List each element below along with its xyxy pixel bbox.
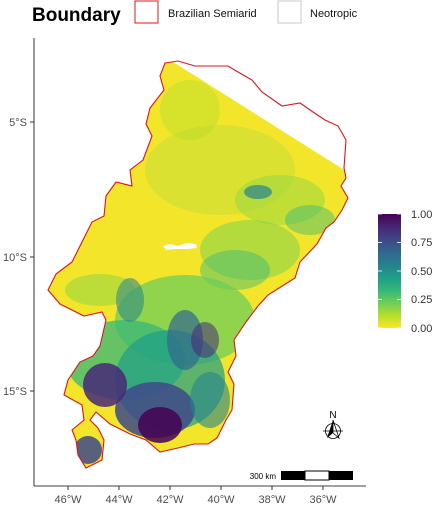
axes: 5°S 10°S 15°S 46°W 44°W 42°W 40°W 38°W 3… [3, 38, 366, 506]
colorbar-label-075: 0.75 [411, 237, 432, 249]
legend: Boundary Brazilian Semiarid Neotropic [32, 0, 358, 26]
north-arrow-icon: N [323, 410, 343, 440]
y-tick-label-15s: 15°S [3, 386, 27, 398]
colorbar: 1.00 0.75 0.50 0.25 0.00 [378, 209, 432, 335]
scale-bar: 300 km [250, 470, 353, 481]
scale-bar-label: 300 km [250, 472, 277, 481]
colorbar-label-100: 1.00 [411, 209, 432, 221]
x-tick-label-38w: 38°W [258, 494, 286, 506]
semiarid-boundary [47, 60, 349, 469]
legend-swatch-neotropic [277, 0, 302, 24]
y-tick-label-10s: 10°S [3, 252, 27, 264]
colorbar-label-025: 0.25 [411, 294, 432, 306]
legend-title: Boundary [32, 5, 121, 26]
x-tick-label-40w: 40°W [207, 494, 235, 506]
legend-label-neotropic: Neotropic [310, 8, 358, 20]
colorbar-ramp [378, 214, 401, 328]
semiarid-raster [48, 61, 348, 468]
x-tick-label-36w: 36°W [309, 494, 337, 506]
legend-swatch-semiarid [134, 0, 159, 24]
x-tick-label-42w: 42°W [156, 494, 184, 506]
legend-label-semiarid: Brazilian Semiarid [168, 8, 257, 20]
colorbar-label-000: 0.00 [411, 323, 432, 335]
north-arrow-label: N [329, 410, 336, 421]
x-tick-label-46w: 46°W [54, 494, 82, 506]
y-tick-label-5s: 5°S [9, 117, 27, 129]
x-tick-label-44w: 44°W [105, 494, 133, 506]
colorbar-label-050: 0.50 [411, 266, 432, 278]
